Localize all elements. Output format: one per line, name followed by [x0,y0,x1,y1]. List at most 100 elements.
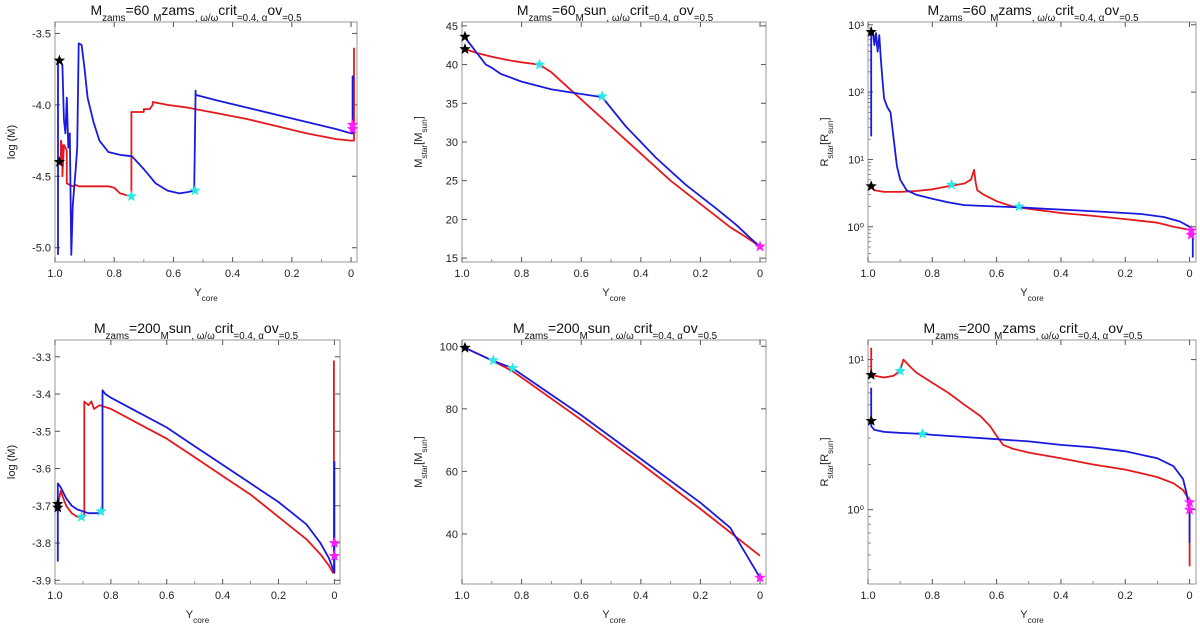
x-axis-label: Ycore [1020,609,1044,625]
magenta-star-marker [1183,496,1196,508]
y-tick-label: 10⁰ [847,222,864,234]
y-tick-label: -3.5 [32,426,51,438]
cyan-star-marker [75,510,88,522]
x-tick-label: 0.6 [574,268,589,280]
magenta-star-marker [346,123,359,134]
magenta-star-marker [1185,228,1197,240]
red-model-line [60,47,355,198]
plot-frame [461,339,767,585]
series-group [56,360,336,574]
red-model-line [464,346,761,557]
panel-p3: 1.0 0.8 0.6 0.4 0.2 0 10⁰ 10¹ 10² 10³ Mzams=60 Mza… [819,2,1197,303]
x-tick-label: 0 [757,590,763,602]
y-axis-label: Rstar[Rsun] [819,117,835,166]
series-group [464,36,761,248]
y-tick-label: 10¹ [848,355,864,367]
x-tick-label: 0 [331,590,337,602]
x-tick-label: 0.6 [989,590,1004,602]
cyan-star-marker [945,178,958,190]
x-tick-label: 0.6 [574,590,589,602]
cyan-star-marker [487,354,499,366]
y-tick-label: 30 [446,137,458,149]
x-tick-label: 0.4 [1053,590,1068,602]
series-group [57,42,355,256]
blue-model-line [870,30,1194,258]
black-star-marker [53,54,66,66]
panel-title: Mzams=200 Mzams, ω/ωcrit=0.4, αov=0.5 [924,320,1143,342]
plot-frame [867,339,1197,585]
y-tick-label: 100 [440,341,458,353]
x-tick-label: 1.0 [454,590,469,602]
plot-frame [867,21,1197,263]
blue-model-line [56,389,336,574]
y-tick-label: -3.6 [32,464,51,476]
y-tick-label: 80 [446,404,458,416]
y-tick-label: 25 [446,176,458,188]
x-tick-label: 0.6 [989,268,1004,280]
y-tick-label: 20 [446,214,458,226]
x-tick-label: 0.2 [284,268,299,280]
y-tick-label: -3.3 [32,352,51,364]
panel-title: Mzams=200Msun, ω/ωcrit=0.4, αov=0.5 [94,320,299,342]
x-tick-label: 0 [1187,590,1193,602]
x-tick-label: 0.4 [225,268,240,280]
x-tick-label: 0.8 [514,268,529,280]
x-tick-label: 0.2 [271,590,286,602]
x-tick-label: 0.8 [925,590,940,602]
plot-frame [54,339,341,585]
cyan-star-marker [507,362,519,373]
panel-title: Mzams=60Msun, ω/ωcrit=0.4, αov=0.5 [517,2,714,24]
magenta-star-marker [754,571,766,583]
black-star-marker [865,415,877,426]
x-tick-label: 1.0 [47,268,62,280]
x-tick-label: 0 [1187,268,1193,280]
y-tick-label: 10¹ [848,154,864,166]
series-group [464,346,761,579]
y-axis-label: Rstar[Rsun] [819,437,835,486]
cyan-star-marker [125,190,138,202]
y-tick-label: 10⁰ [847,505,864,517]
red-model-line [56,360,335,574]
plot-frame [54,21,358,263]
x-tick-label: 0.2 [1118,590,1133,602]
y-tick-label: -3.4 [32,389,51,401]
x-axis-label: Ycore [602,609,626,625]
series-group [870,30,1194,258]
x-tick-label: 0.8 [514,590,529,602]
y-tick-label: -3.9 [32,575,51,587]
cyan-star-marker [533,58,546,70]
panel-p6: 1.0 0.8 0.6 0.4 0.2 0 10⁰ 10¹ Mzams=200 Mzams, ω… [819,320,1197,625]
x-tick-label: 0.8 [103,590,118,602]
black-star-marker [53,156,66,167]
x-axis-label: Ycore [194,287,218,303]
red-model-line [870,347,1191,567]
x-tick-label: 0 [757,268,763,280]
x-tick-label: 0.2 [693,590,708,602]
y-tick-label: 40 [446,60,458,72]
y-tick-label: 45 [446,21,458,33]
cyan-star-marker [1013,200,1025,212]
x-tick-label: 0.2 [693,268,708,280]
blue-model-line [870,387,1191,543]
cyan-star-marker [95,505,107,517]
y-tick-label: 35 [446,98,458,110]
y-axis-label: log (Ṁ) [5,445,18,479]
blue-model-line [464,36,761,248]
panel-title: Mzams=60 Mzams, ω/ωcrit=0.4, αov=0.5 [927,2,1139,24]
panel-p2: 1.0 0.8 0.6 0.4 0.2 0 15 20 25 30 35 40 45 Mzams=60Ms… [413,2,767,303]
x-tick-label: 1.0 [860,268,875,280]
y-tick-label: -5.0 [32,243,51,255]
panel-p1: 1.0 0.8 0.6 0.4 0.2 0 -5.0 -4.5 -4.0 -3.5 Mzams=60… [5,2,359,303]
panel-p4: 1.0 0.8 0.6 0.4 0.2 0 -3.9 -3.8 -3.7 -3.6 -3.5 -3.4… [5,320,341,625]
x-axis-label: Ycore [602,287,626,303]
x-tick-label: 0.4 [1053,268,1068,280]
y-tick-label: 15 [446,253,458,265]
x-tick-label: 0 [348,268,354,280]
blue-model-line [57,42,355,256]
black-star-marker [865,180,877,192]
y-tick-label: 10³ [848,20,864,32]
magenta-star-marker [754,240,766,252]
black-star-marker [459,43,471,54]
y-tick-label: 40 [446,529,458,541]
